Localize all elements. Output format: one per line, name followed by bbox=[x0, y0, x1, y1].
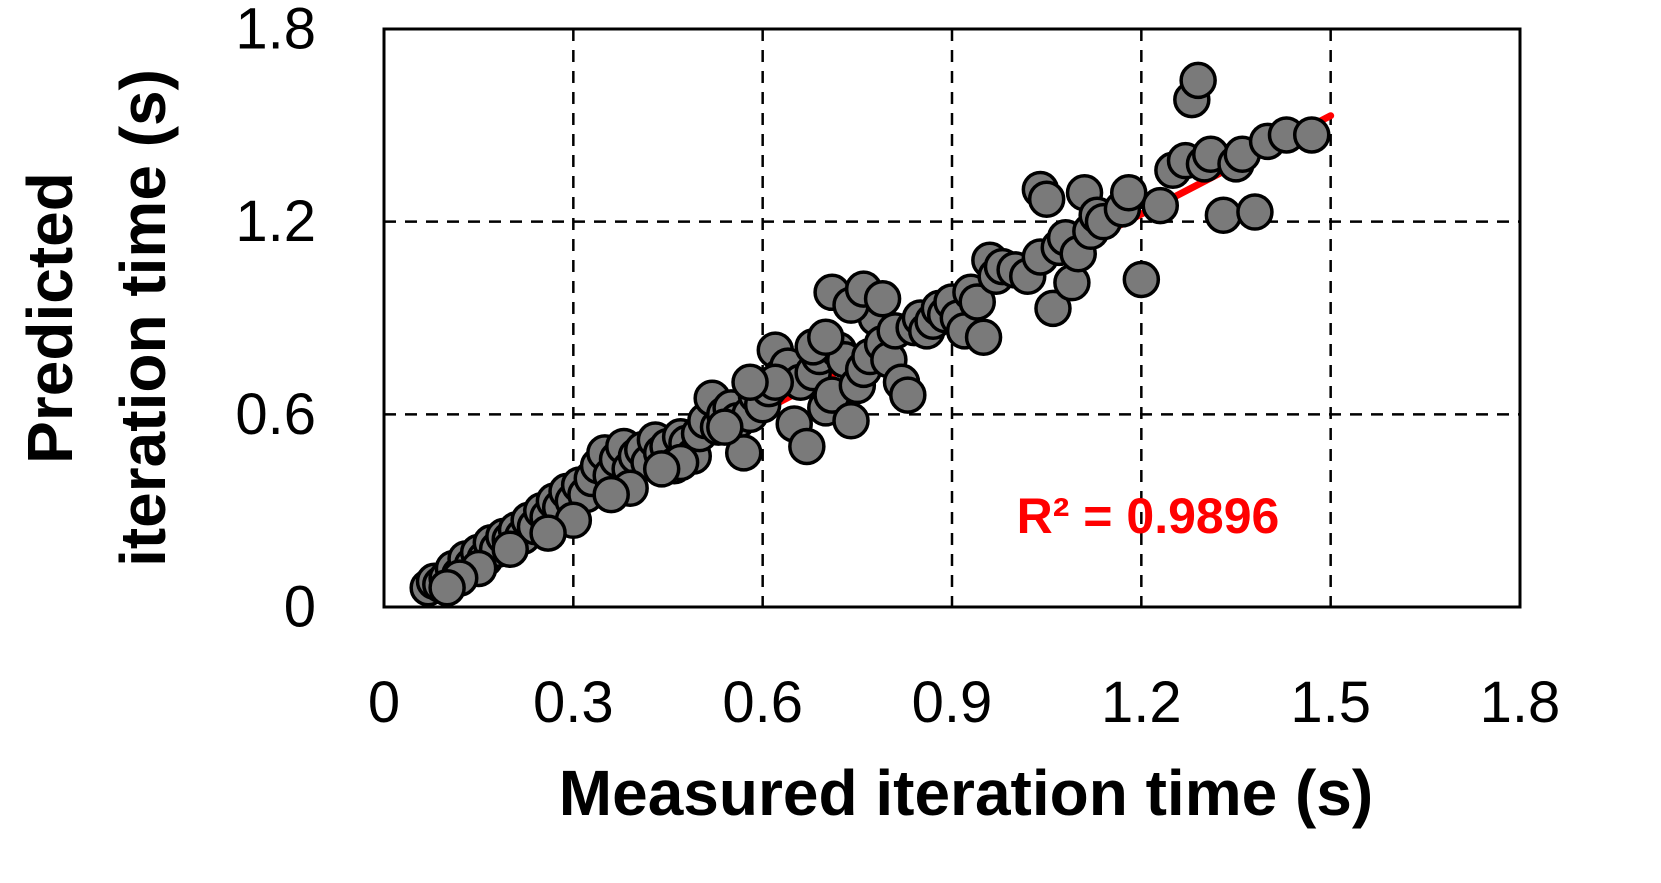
data-point bbox=[889, 376, 927, 414]
y-tick-label: 1.2 bbox=[235, 189, 316, 254]
x-tick-label: 0.6 bbox=[722, 670, 803, 735]
data-point bbox=[964, 318, 1003, 357]
y-tick-label: 0 bbox=[284, 575, 316, 640]
y-tick-label: 1.8 bbox=[235, 0, 316, 62]
data-point bbox=[958, 283, 996, 321]
data-point bbox=[788, 427, 826, 466]
data-point bbox=[642, 450, 681, 488]
data-point bbox=[706, 408, 744, 446]
data-point bbox=[592, 475, 630, 514]
grid-lines bbox=[384, 29, 1520, 607]
data-point bbox=[1109, 174, 1148, 212]
x-tick-label: 0.3 bbox=[533, 670, 614, 735]
plot-area-frame bbox=[382, 27, 1522, 609]
data-point bbox=[863, 279, 902, 318]
data-point bbox=[1204, 196, 1243, 234]
data-point bbox=[1141, 186, 1180, 225]
r-squared-annotation: R² = 0.9896 bbox=[1017, 488, 1280, 544]
data-point bbox=[428, 568, 466, 607]
data-point bbox=[1027, 180, 1066, 218]
y-axis-ticks: 0 0.6 1.2 1.8 bbox=[235, 0, 316, 640]
x-tick-label: 1.2 bbox=[1101, 670, 1182, 735]
y-tick-label: 0.6 bbox=[235, 382, 316, 447]
data-point bbox=[1122, 260, 1161, 299]
data-point bbox=[529, 514, 567, 552]
scatter-points bbox=[409, 61, 1331, 607]
data-point bbox=[832, 402, 870, 440]
data-point bbox=[1179, 61, 1217, 100]
x-axis-title: Measured iteration time (s) bbox=[559, 757, 1373, 829]
data-point bbox=[724, 434, 763, 472]
data-point bbox=[807, 318, 845, 357]
data-point bbox=[1292, 116, 1331, 154]
data-point bbox=[491, 530, 529, 568]
data-point bbox=[731, 363, 769, 401]
x-tick-label: 1.8 bbox=[1480, 670, 1561, 735]
y-axis-title-line1: Predicted bbox=[14, 172, 86, 464]
y-axis-title-line2: iteration time (s) bbox=[107, 69, 179, 567]
x-tick-label: 1.5 bbox=[1290, 670, 1371, 735]
x-axis-ticks: 0 0.3 0.6 0.9 1.2 1.5 1.8 bbox=[368, 670, 1560, 735]
x-tick-label: 0 bbox=[368, 670, 400, 735]
data-point bbox=[1236, 193, 1274, 231]
data-point bbox=[1034, 289, 1072, 328]
x-tick-label: 0.9 bbox=[912, 670, 993, 735]
